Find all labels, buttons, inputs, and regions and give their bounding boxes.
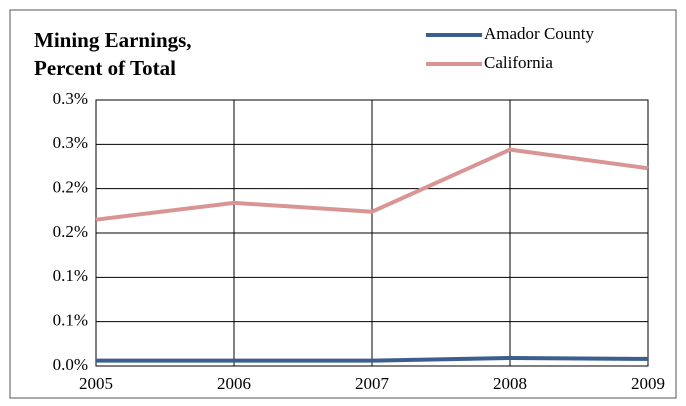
series-line [96,356,649,363]
x-tick-label: 2005 [79,374,113,393]
x-tick-label: 2008 [493,374,527,393]
x-tick-label: 2009 [631,374,665,393]
y-tick-label: 0.1% [53,311,88,330]
legend-label: Amador County [484,24,595,43]
legend-label: California [484,53,553,72]
series-line [95,147,649,222]
y-tick-label: 0.2% [53,178,88,197]
chart-title: Mining Earnings, [34,28,192,52]
x-tick-label: 2006 [217,374,251,393]
y-tick-label: 0.3% [53,133,88,152]
x-tick-label: 2007 [355,374,390,393]
y-tick-label: 0.1% [53,266,88,285]
chart-title: Percent of Total [34,56,176,80]
y-tick-label: 0.2% [53,222,88,241]
y-tick-label: 0.3% [53,89,88,108]
y-tick-label: 0.0% [53,355,88,374]
